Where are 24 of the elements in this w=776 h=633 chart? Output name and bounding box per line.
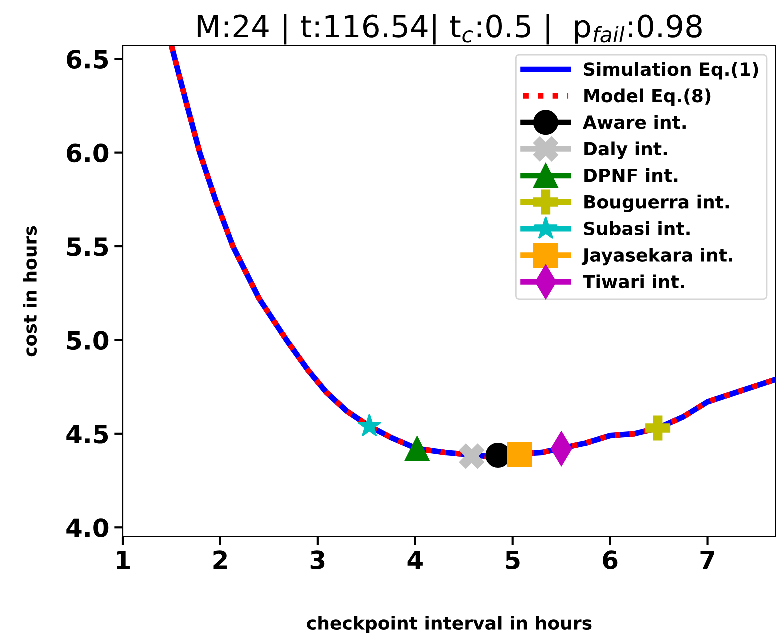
y-tick-label: 4.5 [66, 425, 108, 444]
y-tick-label: 5.0 [67, 331, 109, 350]
y-tick-label: 5.5 [67, 238, 108, 256]
legend-label: Aware int. [583, 115, 686, 130]
x-tick-label: 4 [408, 550, 423, 570]
x-tick-label: 3 [310, 550, 325, 570]
x-tick-label: 7 [700, 550, 714, 570]
legend-label: Daly int. [584, 142, 668, 160]
x-tick-label: 5 [506, 550, 520, 570]
x-tick-label: 2 [214, 550, 227, 570]
legend-label: Model Eq.(8) [584, 88, 711, 106]
chart-title: M:24 | t:116.54| t$_{c}$:0.5 | p$_{fail}$:0.98 [198, 14, 702, 45]
legend-label: DPNF int. [584, 168, 678, 182]
x-tick-label: 1 [117, 550, 130, 570]
legend-label: Bouguerra int. [584, 194, 729, 213]
y-tick-label: 6.0 [67, 144, 109, 163]
legend-label: Subasi int. [584, 222, 690, 236]
y-tick-label: 6.5 [67, 50, 108, 69]
y-axis-title: cost in hours [23, 226, 38, 357]
x-tick-label: 6 [603, 550, 618, 570]
legend-label: Tiwari int. [583, 274, 684, 289]
y-tick-label: 4.0 [66, 518, 109, 538]
legend-label: Simulation Eq.(1) [584, 62, 758, 80]
legend-label: Jayasekara int. [582, 248, 733, 266]
